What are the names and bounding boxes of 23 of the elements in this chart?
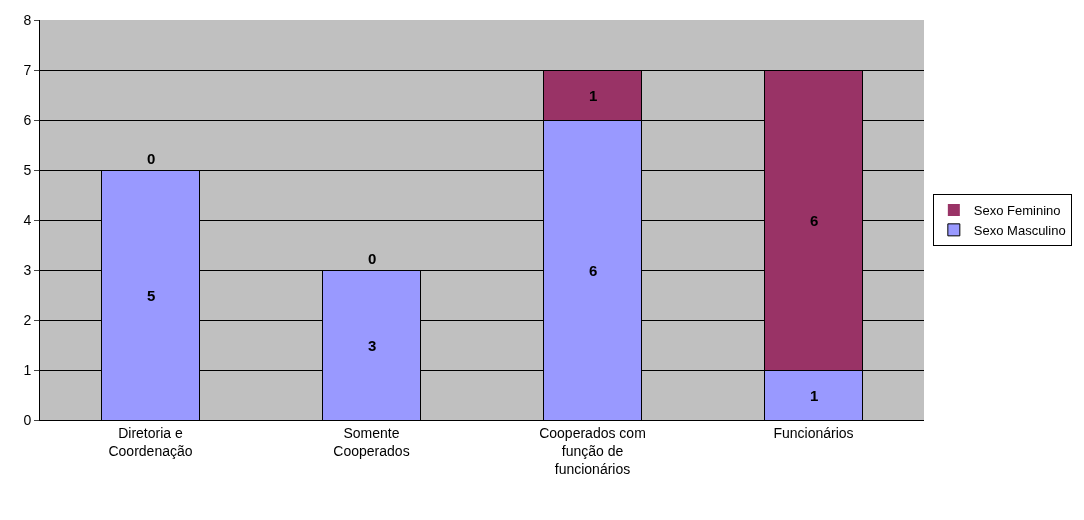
x-tick-label: Funcionários (773, 424, 854, 441)
y-tick-label: 2 (23, 311, 32, 328)
legend-label: Sexo Feminino (973, 203, 1061, 219)
data-label: 6 (810, 212, 819, 229)
x-tick-label: Cooperados com função de funcionários (539, 424, 646, 478)
data-label: 1 (589, 87, 598, 104)
y-tick-label: 1 (23, 361, 32, 378)
x-tick-label: Diretoria e Coordenação (108, 424, 193, 459)
data-label: 0 (368, 250, 377, 267)
y-tick-label: 8 (23, 11, 32, 28)
legend-label: Sexo Masculino (973, 222, 1066, 238)
data-label: 6 (589, 262, 598, 279)
data-label: 5 (147, 287, 156, 304)
y-tick-label: 3 (23, 261, 32, 278)
data-label: 3 (368, 337, 377, 354)
y-tick-label: 6 (23, 111, 32, 128)
y-tick-label: 5 (23, 161, 32, 178)
y-tick-label: 4 (23, 211, 32, 228)
data-label: 0 (147, 150, 156, 167)
data-label: 1 (810, 387, 819, 404)
y-tick-label: 7 (23, 61, 32, 78)
x-tick-label: Somente Cooperados (333, 424, 410, 459)
y-tick-label: 0 (23, 411, 32, 428)
